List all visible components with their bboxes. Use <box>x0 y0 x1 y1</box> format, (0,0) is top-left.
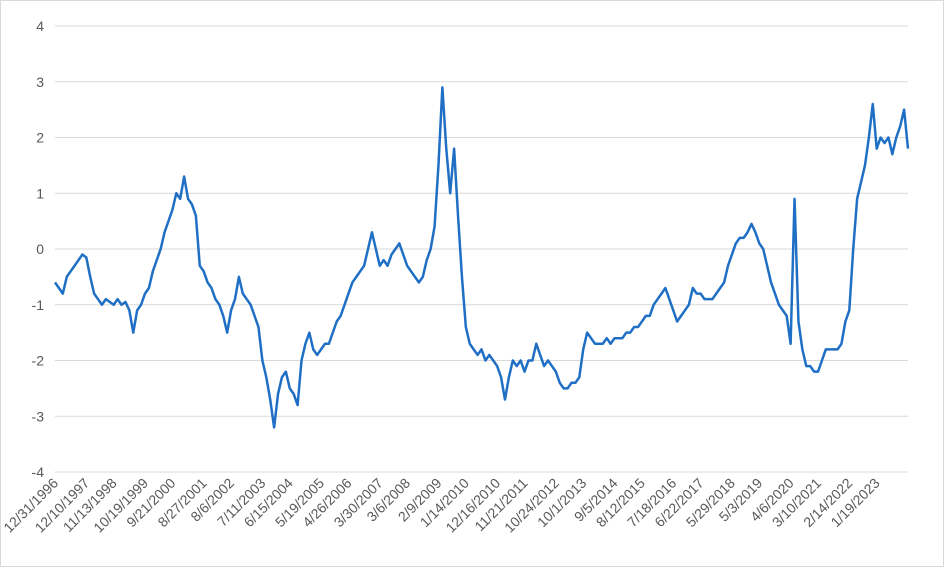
line-series <box>53 86 910 429</box>
y-tick-label: -4 <box>32 464 45 480</box>
y-tick-label: -3 <box>32 408 45 424</box>
y-tick-label: 4 <box>36 18 44 34</box>
y-tick-label: 2 <box>36 130 44 146</box>
y-tick-label: -2 <box>32 353 45 369</box>
y-tick-label: 3 <box>36 74 44 90</box>
y-tick-label: 1 <box>36 185 44 201</box>
y-tick-label: -1 <box>32 297 45 313</box>
y-tick-label: 0 <box>36 241 44 257</box>
